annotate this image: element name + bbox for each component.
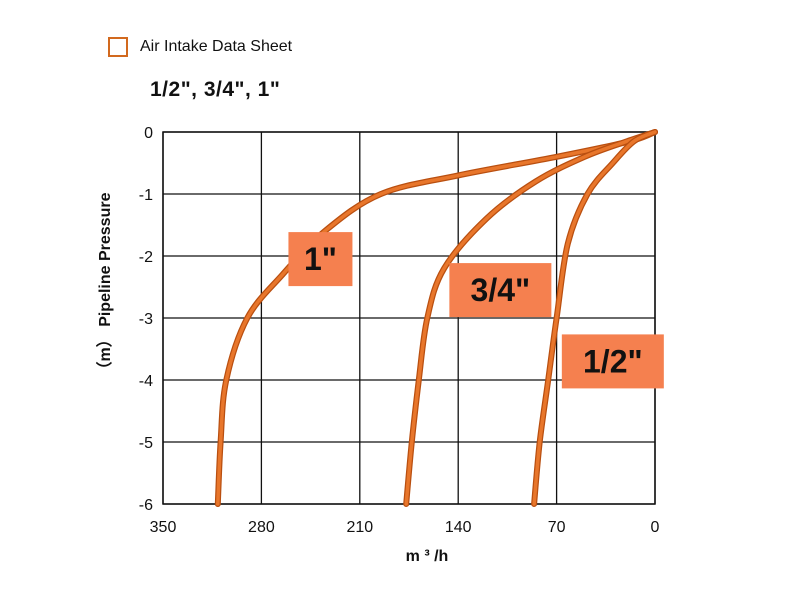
x-tick-label: 70 bbox=[548, 519, 566, 536]
series-label-box-2 bbox=[561, 334, 664, 389]
x-tick-labels: 350 280 210 140 70 0 bbox=[150, 519, 660, 536]
y-axis-title: （m） Pipeline Pressure bbox=[96, 192, 114, 377]
series-labels: 1" 3/4" 1/2" bbox=[288, 232, 664, 389]
x-axis-title: m ³ /h bbox=[406, 548, 449, 565]
curves bbox=[214, 129, 658, 507]
y-tick-labels: 0 -1 -2 -3 -4 -5 -6 bbox=[139, 125, 153, 514]
y-tick-label: 0 bbox=[144, 125, 153, 142]
series-label-2: 1/2" bbox=[583, 343, 643, 379]
y-tick-label: -6 bbox=[139, 497, 153, 514]
legend-label: Air Intake Data Sheet bbox=[140, 38, 293, 55]
x-tick-label: 0 bbox=[651, 519, 660, 536]
series-line-0 bbox=[216, 130, 657, 506]
y-tick-label: -2 bbox=[139, 249, 153, 266]
y-tick-label: -3 bbox=[139, 311, 153, 328]
legend: Air Intake Data Sheet bbox=[108, 37, 292, 57]
x-tick-label: 350 bbox=[150, 519, 177, 536]
grid bbox=[162, 131, 656, 505]
series-label-box-1 bbox=[449, 263, 552, 318]
chart-subtitle: 1/2", 3/4", 1" bbox=[150, 78, 281, 101]
x-tick-label: 210 bbox=[346, 519, 373, 536]
series-label-0: 1" bbox=[304, 241, 337, 277]
series-label-box-0 bbox=[288, 232, 353, 287]
legend-swatch bbox=[108, 37, 128, 57]
y-tick-label: -1 bbox=[139, 187, 153, 204]
x-tick-label: 140 bbox=[445, 519, 472, 536]
series-label-1: 3/4" bbox=[471, 272, 531, 308]
y-tick-label: -5 bbox=[139, 435, 153, 452]
y-tick-label: -4 bbox=[139, 373, 153, 390]
x-tick-label: 280 bbox=[248, 519, 275, 536]
series-line-2 bbox=[532, 130, 657, 506]
series-line-1 bbox=[404, 130, 657, 506]
